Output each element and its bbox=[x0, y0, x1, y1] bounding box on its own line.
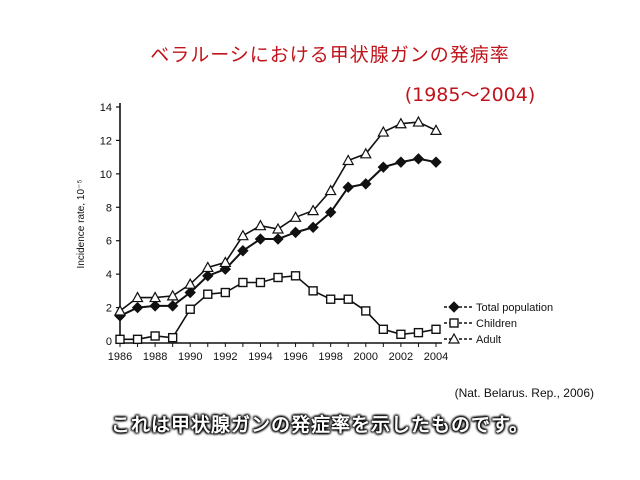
y-tick-label: 12 bbox=[100, 135, 112, 147]
y-tick-label: 4 bbox=[106, 269, 112, 281]
x-tick-label: 2002 bbox=[389, 351, 413, 363]
data-point-adult bbox=[166, 289, 179, 301]
data-point-children bbox=[325, 294, 336, 304]
data-point-adult bbox=[271, 222, 285, 234]
data-point-children bbox=[396, 329, 406, 340]
y-tick-label: 2 bbox=[106, 303, 112, 315]
data-point-total-population bbox=[289, 226, 302, 239]
data-point-total-population bbox=[149, 300, 161, 312]
slide-title: ベラルーシにおける甲状腺ガンの発病率 bbox=[150, 44, 510, 66]
data-point-total-population bbox=[412, 153, 425, 165]
legend-marker-children bbox=[449, 318, 459, 328]
x-tick-label: 2000 bbox=[354, 351, 378, 363]
data-point-children bbox=[150, 331, 160, 341]
data-point-adult bbox=[254, 219, 267, 231]
source-citation: (Nat. Belarus. Rep., 2006) bbox=[454, 386, 594, 400]
data-point-adult bbox=[412, 115, 425, 127]
data-point-children bbox=[378, 324, 389, 335]
x-tick-label: 1998 bbox=[318, 351, 342, 363]
data-point-children bbox=[431, 324, 441, 335]
y-tick-label: 0 bbox=[106, 336, 112, 348]
incidence-line-chart: 0 2 4 6 8 10 12 14 1986 1988 1990 1992 1994 1996 1998 2… bbox=[76, 102, 553, 363]
series-line-adult bbox=[119, 121, 437, 312]
legend-item-children: Children bbox=[444, 318, 517, 330]
data-point-adult bbox=[289, 211, 302, 222]
data-point-total-population bbox=[254, 233, 267, 245]
slide-subtitle: (1985〜2004) bbox=[404, 84, 536, 106]
legend-label-total-population: Total population bbox=[476, 302, 553, 314]
data-point-children bbox=[167, 332, 178, 343]
data-point-adult bbox=[342, 154, 355, 166]
x-tick-label: 1994 bbox=[248, 351, 272, 363]
data-point-adult bbox=[377, 125, 390, 137]
data-point-adult bbox=[324, 184, 337, 196]
series-total-population bbox=[114, 153, 442, 322]
series-line-children bbox=[120, 274, 437, 341]
data-point-children bbox=[220, 287, 231, 298]
data-point-total-population bbox=[307, 221, 319, 234]
x-tick-label: 1996 bbox=[283, 351, 307, 363]
data-point-adult bbox=[429, 124, 443, 136]
x-tick-label: 2004 bbox=[424, 351, 448, 363]
data-point-adult bbox=[184, 277, 197, 289]
data-point-adult bbox=[219, 256, 232, 268]
data-point-total-population bbox=[237, 245, 249, 257]
data-point-children bbox=[203, 289, 213, 299]
data-point-total-population bbox=[184, 286, 196, 299]
y-tick-label: 8 bbox=[106, 202, 112, 214]
data-point-children bbox=[361, 306, 371, 316]
y-tick-label: 6 bbox=[106, 236, 112, 248]
legend-label-children: Children bbox=[476, 318, 517, 330]
data-point-total-population bbox=[202, 270, 214, 282]
data-point-total-population bbox=[324, 206, 337, 219]
data-point-total-population bbox=[342, 181, 354, 193]
data-point-children bbox=[308, 286, 318, 296]
x-tick-label: 1986 bbox=[108, 351, 132, 363]
data-point-children bbox=[343, 294, 353, 304]
legend-label-adult: Adult bbox=[476, 334, 501, 346]
series-adult bbox=[113, 115, 443, 316]
x-tick-label: 1990 bbox=[178, 351, 202, 363]
y-axis-label: Incidence rate, 10⁻⁵ bbox=[76, 180, 87, 269]
x-tick-label: 1992 bbox=[213, 351, 237, 363]
data-point-total-population bbox=[430, 156, 442, 168]
data-point-total-population bbox=[166, 300, 179, 312]
chart-container: 0 2 4 6 8 10 12 14 1986 1988 1990 1992 1994 1996 1998 2… bbox=[68, 95, 588, 385]
data-point-adult bbox=[131, 291, 144, 303]
data-point-children bbox=[132, 334, 143, 345]
legend-item-total-population: Total population bbox=[444, 301, 553, 314]
legend-marker-total-population bbox=[448, 301, 460, 313]
data-point-total-population bbox=[272, 233, 284, 245]
data-point-children bbox=[185, 304, 195, 314]
data-point-children bbox=[238, 277, 248, 288]
data-point-children bbox=[255, 277, 266, 288]
data-point-adult bbox=[394, 117, 407, 129]
slide-caption: これは甲状腺ガンの発症率を示したものです。 bbox=[110, 414, 530, 436]
data-point-total-population bbox=[360, 178, 372, 190]
data-point-adult bbox=[113, 304, 127, 316]
data-point-adult bbox=[201, 261, 214, 273]
data-point-adult bbox=[149, 291, 162, 303]
y-tick-label: 10 bbox=[100, 169, 112, 181]
legend-item-adult: Adult bbox=[444, 332, 501, 346]
data-point-children bbox=[413, 327, 424, 338]
x-tick-label: 1988 bbox=[143, 351, 167, 363]
data-point-adult bbox=[307, 204, 320, 216]
data-point-children bbox=[115, 334, 125, 345]
series-children bbox=[115, 271, 441, 345]
data-point-adult bbox=[359, 147, 372, 159]
data-point-children bbox=[290, 271, 301, 281]
data-point-total-population bbox=[131, 301, 144, 314]
data-point-total-population bbox=[377, 161, 390, 173]
data-point-adult bbox=[236, 229, 249, 241]
data-point-total-population bbox=[395, 156, 407, 168]
data-point-children bbox=[273, 272, 283, 283]
legend-marker-adult bbox=[447, 332, 461, 344]
y-tick-label: 14 bbox=[100, 102, 112, 114]
